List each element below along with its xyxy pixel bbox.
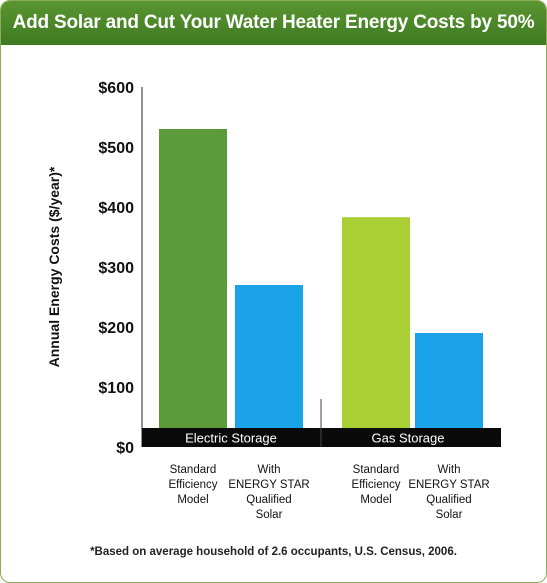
bar-category-label: Standard Efficiency Model: [168, 464, 218, 506]
y-tick-label: $0: [116, 440, 134, 457]
bar-category-label: Standard Efficiency Model: [351, 464, 401, 506]
y-tick-label: $600: [98, 80, 134, 97]
bar: [235, 285, 303, 447]
chart-header: Add Solar and Cut Your Water Heater Ener…: [1, 1, 546, 45]
bar-category-label: With ENERGY STAR Qualified Solar: [228, 464, 310, 521]
chart-title: Add Solar and Cut Your Water Heater Ener…: [12, 12, 535, 33]
footnote: *Based on average household of 2.6 occup…: [90, 546, 457, 558]
y-tick-label: $100: [98, 380, 134, 397]
y-axis-title: Annual Energy Costs ($/year)*: [46, 166, 62, 367]
y-tick-label: $300: [98, 260, 134, 277]
group-label: Electric Storage: [185, 431, 277, 446]
y-tick-label: $200: [98, 320, 134, 337]
bar-category-label: With ENERGY STAR Qualified Solar: [408, 464, 490, 521]
group-label: Gas Storage: [372, 431, 445, 446]
y-tick-label: $400: [98, 200, 134, 217]
bar: [342, 217, 410, 447]
y-tick-label: $500: [98, 140, 134, 157]
bar: [159, 129, 227, 447]
